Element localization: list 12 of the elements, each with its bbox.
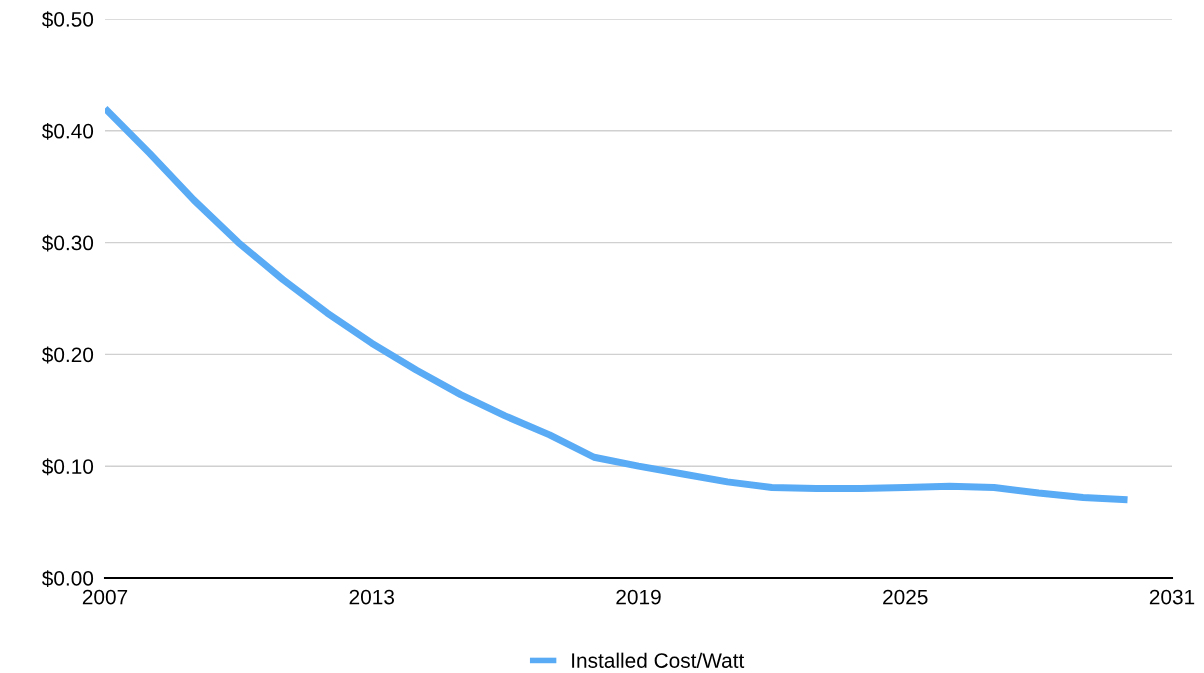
y-tick-label: $0.20	[41, 346, 94, 364]
x-tick-label: 2019	[616, 589, 661, 605]
y-tick-label: $0.30	[41, 234, 94, 252]
y-tick-label: $0.10	[41, 458, 94, 476]
x-tick-label: 2025	[883, 589, 928, 605]
y-tick-label: $0.50	[41, 11, 94, 28]
legend-label: Installed Cost/Watt	[572, 652, 745, 668]
x-tick-label: 2007	[82, 589, 128, 605]
x-tick-label: 2013	[349, 589, 395, 605]
y-tick-label: $0.40	[41, 122, 94, 140]
x-tick-label: 2031	[1149, 589, 1195, 605]
y-tick-label: $0.00	[41, 570, 94, 587]
